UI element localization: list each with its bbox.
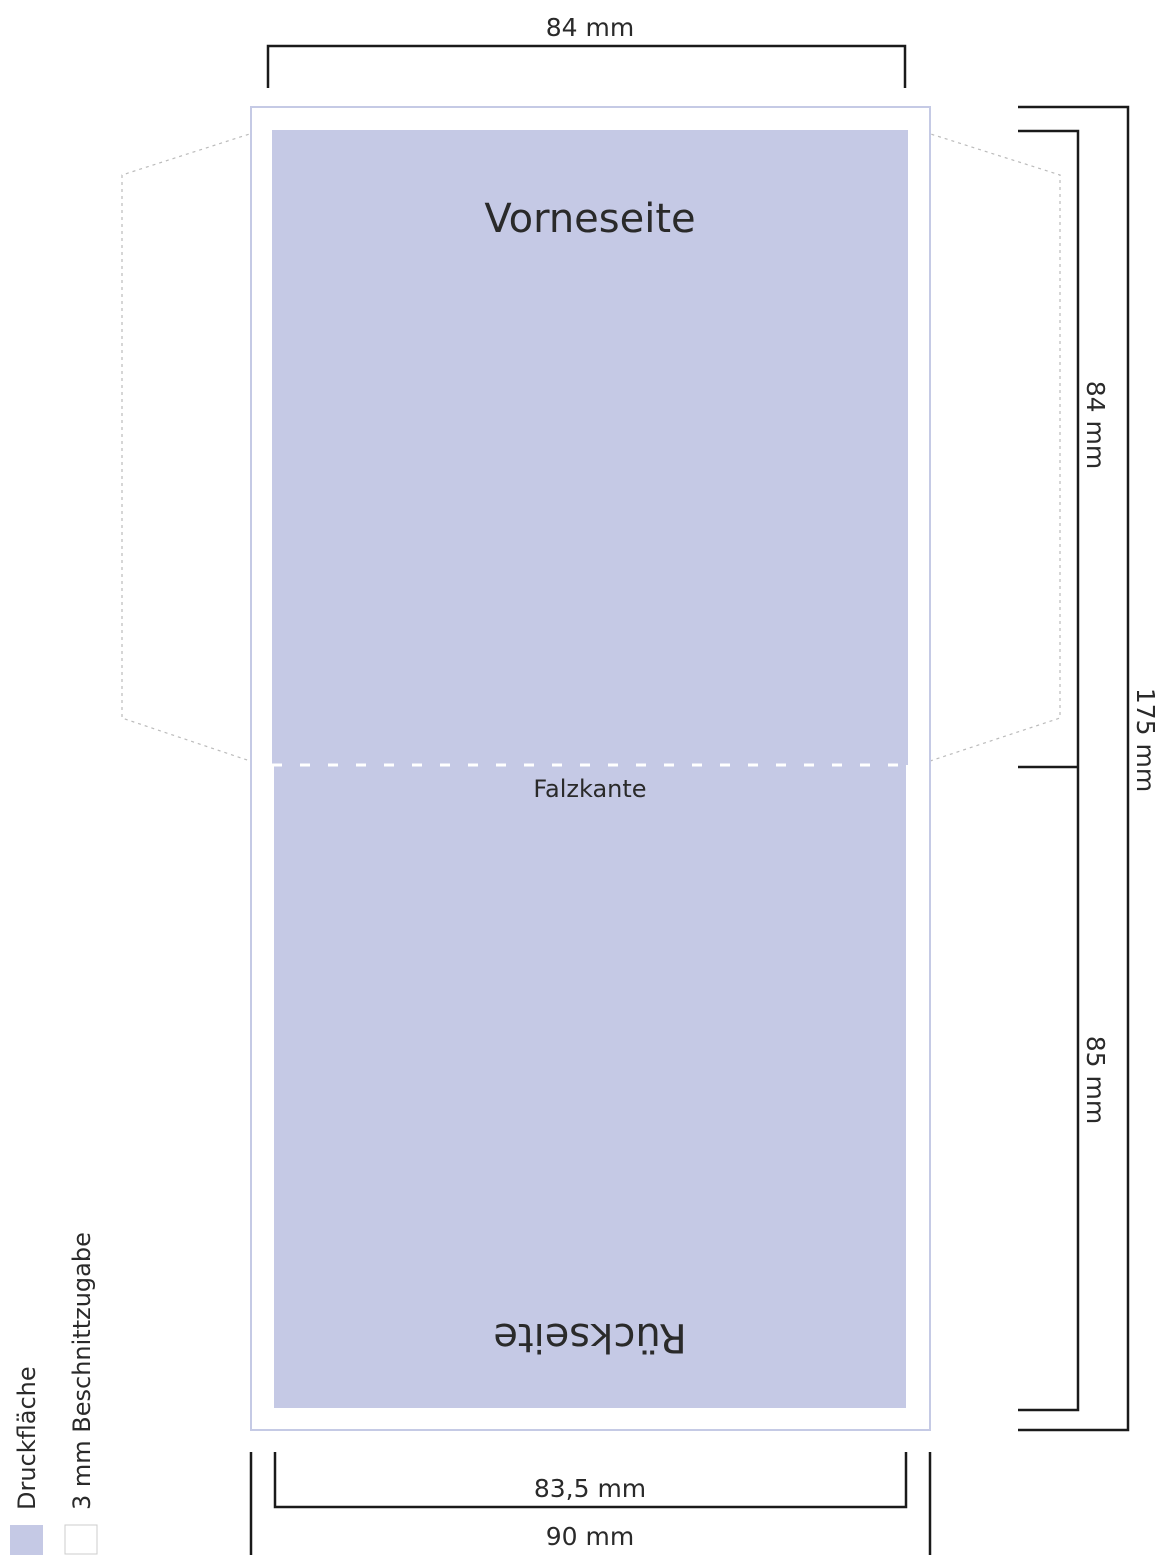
dimension-label: 175 mm xyxy=(1131,688,1160,792)
dimension-bracket xyxy=(273,1452,908,1509)
fold-guide xyxy=(121,129,263,766)
back-label: Rückseite xyxy=(493,1314,686,1360)
dimension-label: 85 mm xyxy=(1081,1036,1110,1124)
dimension-bracket xyxy=(1018,129,1080,1412)
print-area-back xyxy=(274,765,906,1408)
legend-label: Druckfläche xyxy=(13,1366,41,1510)
legend-swatch xyxy=(64,1524,98,1555)
legend-swatch xyxy=(10,1525,43,1555)
fold-guide xyxy=(917,129,1061,766)
print-area-front xyxy=(272,130,908,765)
dimension-bracket xyxy=(266,44,907,88)
legend-label: 3 mm Beschnittzugabe xyxy=(68,1232,96,1510)
dimension-label: 84 mm xyxy=(1081,381,1110,469)
dimension-label: 83,5 mm xyxy=(534,1474,646,1503)
dimension-label: 90 mm xyxy=(546,1522,634,1551)
front-label: Vorneseite xyxy=(484,196,695,242)
dimension-label: 84 mm xyxy=(546,13,634,42)
fold-label: Falzkante xyxy=(533,775,646,803)
dimension-bracket xyxy=(1018,105,1130,1432)
